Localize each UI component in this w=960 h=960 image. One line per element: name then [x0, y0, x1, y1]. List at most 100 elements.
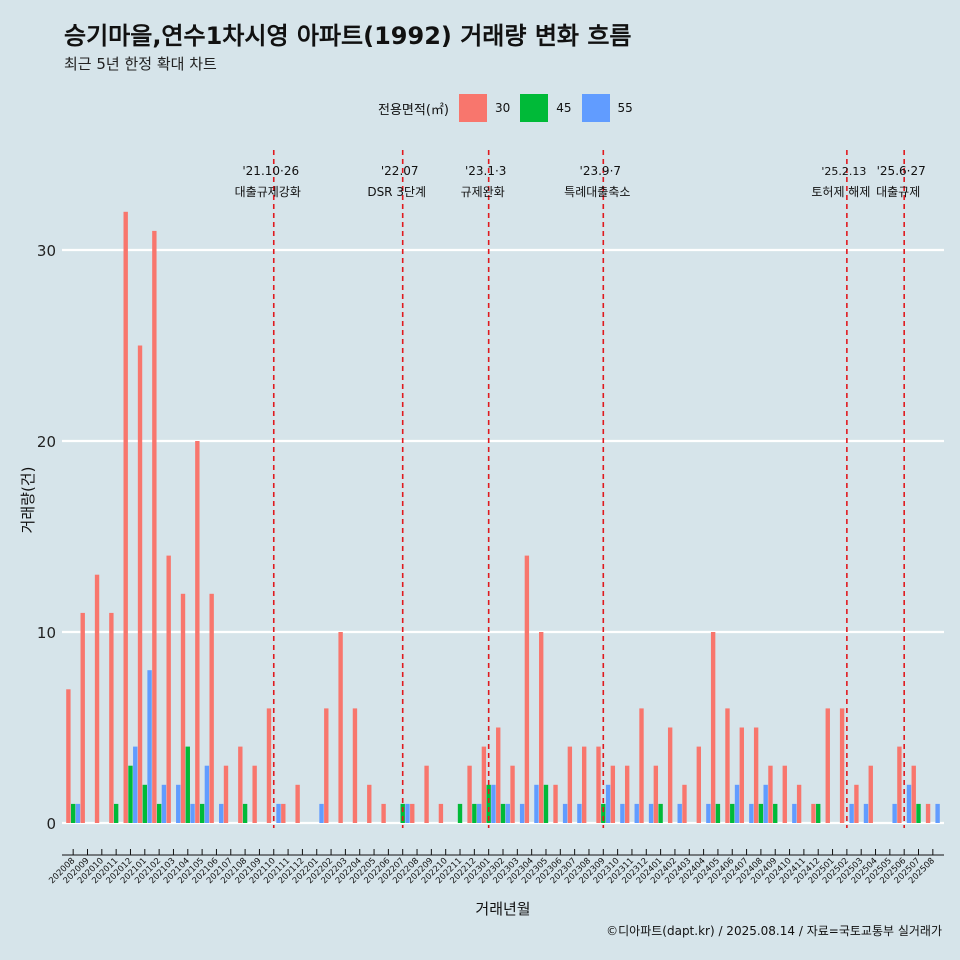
bar-30-202202	[324, 708, 329, 823]
bar-45-202408	[758, 803, 764, 823]
event-date-202506: '25.6·27	[877, 164, 926, 178]
bar-30-202105	[195, 441, 200, 823]
chart-subtitle: 최근 5년 한정 확대 차트	[64, 55, 217, 73]
legend-item-30: 30	[458, 94, 511, 122]
legend-item-45: 45	[520, 94, 572, 122]
bar-30-202410	[782, 765, 787, 823]
legend-key-55	[581, 94, 610, 122]
bar-30-202210	[438, 803, 444, 823]
bar-30-202010	[94, 574, 100, 823]
bar-30-202303	[510, 765, 515, 823]
bar-45-202507	[916, 803, 921, 823]
bar-45-202305	[543, 784, 549, 823]
bar-55-202103	[176, 784, 181, 823]
bar-30-202401	[653, 765, 659, 823]
bar-30-202011	[109, 612, 114, 823]
bar-30-202309	[596, 746, 601, 823]
bar-30-202110	[266, 708, 272, 823]
bar-30-202008	[66, 689, 71, 823]
bar-45-202401	[658, 803, 663, 823]
y-tick-label-0: 0	[46, 815, 56, 833]
bar-30-202103	[166, 555, 171, 823]
bar-30-202308	[582, 746, 587, 823]
bar-30-202206	[381, 803, 386, 823]
bar-45-202211	[457, 803, 463, 823]
bar-30-202009	[80, 612, 85, 823]
bar-55-202303	[519, 803, 525, 823]
legend-label-55: 55	[617, 101, 633, 115]
legend: 전용면적(㎡) 30 45 55	[378, 91, 643, 125]
bar-30-202109	[252, 765, 257, 823]
bar-55-202508	[935, 803, 940, 823]
bar-55-202302	[505, 803, 510, 823]
bar-45-202302	[500, 803, 506, 823]
legend-key-45	[520, 94, 549, 122]
event-label-202110: 대출규제강화	[235, 185, 301, 199]
bar-30-202203	[338, 632, 343, 823]
bar-30-202406	[725, 708, 730, 823]
bar-55-202012	[133, 746, 138, 823]
y-tick-label-30: 30	[37, 242, 56, 260]
event-label-202207: DSR 3단계	[367, 185, 426, 199]
bar-45-202101	[142, 784, 147, 823]
legend-label-45: 45	[556, 101, 572, 115]
x-axis-title: 거래년월	[475, 900, 530, 918]
bar-30-202205	[367, 784, 372, 823]
legend-label-30: 30	[494, 101, 511, 115]
bar-45-202108	[242, 803, 248, 823]
bar-55-202306	[562, 803, 568, 823]
bar-30-202409	[768, 765, 773, 823]
bar-30-202405	[710, 632, 716, 823]
bar-45-202104	[185, 746, 190, 823]
bar-30-202502	[839, 708, 845, 823]
y-axis-title: 거래량(건)	[19, 467, 37, 534]
bar-30-202408	[753, 727, 759, 823]
bar-30-202508	[925, 803, 931, 823]
bar-30-202411	[796, 784, 802, 823]
bar-55-202410	[792, 803, 797, 823]
bar-45-202412	[816, 803, 821, 823]
bar-30-202310	[610, 765, 616, 823]
bar-30-202107	[223, 765, 229, 823]
bar-30-202506	[897, 746, 902, 823]
bar-55-202307	[577, 803, 582, 823]
legend-key-30	[458, 94, 487, 122]
bar-30-202407	[739, 727, 744, 823]
bar-45-202008	[70, 803, 76, 823]
source-caption: ©디아파트(dapt.kr) / 2025.08.14 / 자료=국토교통부 실…	[606, 924, 942, 938]
bar-55-202506	[906, 784, 912, 823]
bar-30-202312	[639, 708, 644, 823]
bar-30-202102	[152, 230, 157, 823]
bar-30-202012	[123, 211, 128, 824]
bar-55-202505	[892, 803, 897, 823]
bar-45-202406	[730, 803, 735, 823]
bar-55-202105	[204, 765, 210, 823]
bar-30-202304	[524, 555, 530, 823]
bar-30-202212	[467, 765, 472, 823]
bar-45-202102	[156, 803, 162, 823]
bar-45-202405	[715, 803, 721, 823]
bar-30-202208	[410, 803, 415, 823]
bar-45-202105	[199, 803, 205, 823]
event-label-202301: 규제완화	[461, 185, 505, 199]
bar-30-202101	[137, 345, 143, 823]
bar-55-202110	[276, 803, 281, 823]
legend-item-55: 55	[581, 94, 633, 122]
bar-30-202307	[567, 746, 573, 823]
bar-55-202309	[605, 784, 611, 823]
bar-30-202302	[496, 727, 501, 823]
bar-30-202112	[295, 784, 300, 823]
event-label-202309: 특례대출축소	[564, 185, 630, 199]
bar-55-202102	[161, 784, 167, 823]
bar-45-202011	[113, 803, 119, 823]
bar-55-202212	[476, 803, 482, 823]
bar-30-202106	[209, 593, 214, 823]
bar-45-202212	[472, 803, 477, 823]
bar-55-202502	[849, 803, 854, 823]
event-date-202110: '21.10·26	[242, 164, 299, 178]
bar-30-202104	[180, 593, 186, 823]
bar-55-202310	[620, 803, 625, 823]
bar-55-202008	[75, 803, 81, 823]
bar-55-202101	[147, 670, 152, 823]
bar-55-202301	[491, 784, 496, 823]
